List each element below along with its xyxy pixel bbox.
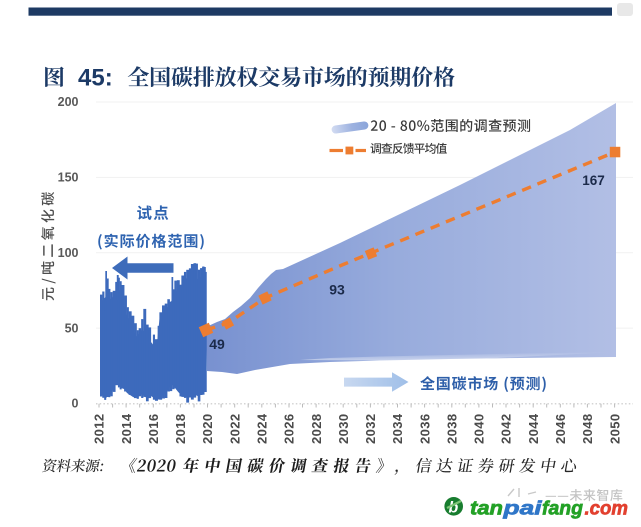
svg-text:pai: pai (502, 499, 542, 520)
svg-text:2046: 2046 (553, 413, 568, 444)
svg-text:2012: 2012 (92, 413, 107, 444)
svg-text:2022: 2022 (227, 413, 242, 444)
svg-text:2044: 2044 (526, 413, 541, 444)
svg-text:2024: 2024 (255, 413, 270, 444)
svg-text:2050: 2050 (607, 413, 622, 444)
svg-text:2032: 2032 (363, 413, 378, 444)
svg-text:49: 49 (209, 336, 225, 352)
svg-text:2036: 2036 (417, 413, 432, 444)
svg-text:2018: 2018 (173, 413, 188, 444)
svg-text:45:: 45: (78, 65, 113, 92)
svg-text:2038: 2038 (445, 413, 460, 444)
svg-text:2040: 2040 (472, 413, 487, 444)
svg-text:2020: 2020 (200, 413, 215, 444)
svg-text:2026: 2026 (282, 413, 297, 444)
svg-text:2048: 2048 (580, 413, 595, 444)
svg-text:200: 200 (58, 95, 79, 109)
svg-text:2034: 2034 (390, 413, 405, 444)
svg-text:167: 167 (582, 173, 605, 188)
svg-text:fang: fang (542, 499, 583, 520)
svg-text:2030: 2030 (336, 413, 351, 444)
svg-text:93: 93 (329, 282, 345, 298)
svg-text:2042: 2042 (499, 413, 514, 444)
svg-text:.com: .com (585, 499, 629, 520)
svg-text:2028: 2028 (309, 413, 324, 444)
svg-text:100: 100 (58, 246, 79, 260)
svg-text:0: 0 (72, 397, 79, 411)
svg-text:b: b (449, 500, 459, 517)
svg-text:2014: 2014 (119, 413, 134, 444)
svg-text:tan: tan (470, 499, 503, 520)
svg-text:150: 150 (58, 171, 79, 185)
svg-text:50: 50 (65, 321, 79, 335)
svg-text:2016: 2016 (146, 413, 161, 444)
